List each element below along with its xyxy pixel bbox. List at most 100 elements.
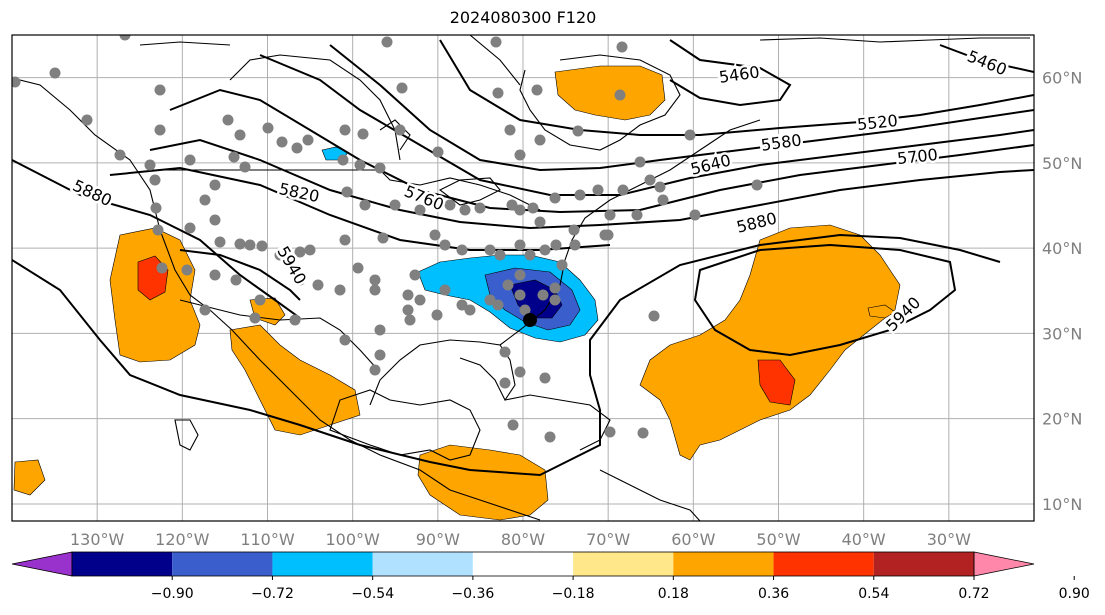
station-dot <box>244 239 256 251</box>
station-dot <box>81 114 93 126</box>
longitude-tick-label: 120°W <box>155 530 210 549</box>
station-dot <box>429 229 441 241</box>
station-dot <box>549 192 561 204</box>
latitude-tick-label: 40°N <box>1042 239 1082 258</box>
longitude-tick-label: 90°W <box>416 530 460 549</box>
station-dot <box>402 304 414 316</box>
station-dot <box>534 216 546 228</box>
station-dot <box>199 194 211 206</box>
station-dot <box>409 269 421 281</box>
storm-center-marker <box>523 313 537 327</box>
colorbar: −0.90 −0.72 −0.54 −0.36 −0.18 0.18 0.36 0.54 0.7… <box>11 551 1090 602</box>
orange-region-mexico <box>229 324 361 436</box>
station-dot <box>209 214 221 226</box>
station-dot <box>604 426 616 438</box>
latitude-labels: 60°N 50°N 40°N 30°N 20°N 10°N <box>1042 69 1082 514</box>
longitude-tick-label: 80°W <box>501 530 545 549</box>
station-dot <box>539 244 551 256</box>
map-frame <box>11 34 1035 522</box>
station-dot <box>374 349 386 361</box>
station-dot <box>352 262 364 274</box>
colorbar-tick-label: −0.54 <box>351 586 394 602</box>
station-dot <box>544 431 556 443</box>
latitude-tick-label: 30°N <box>1042 324 1082 343</box>
station-dot <box>494 249 506 261</box>
station-dot <box>149 174 161 186</box>
station-dot <box>404 314 416 326</box>
contour-5760 <box>149 138 1034 230</box>
station-dot <box>154 84 166 96</box>
station-dot <box>484 244 496 256</box>
station-dot <box>514 289 526 301</box>
longitude-tick-label: 50°W <box>756 530 800 549</box>
station-dot <box>439 284 451 296</box>
station-dot <box>634 156 646 168</box>
station-dot <box>534 134 546 146</box>
station-dot <box>519 304 531 316</box>
orange-region-atlantic <box>639 224 901 461</box>
station-dot <box>156 262 168 274</box>
station-dot <box>556 259 568 271</box>
colorbar-tick-label: −0.36 <box>451 586 494 602</box>
station-dot <box>262 122 274 134</box>
contour-5640 <box>259 54 1034 196</box>
station-dot <box>357 128 369 140</box>
station-dot <box>228 151 240 163</box>
colorbar-segment <box>472 552 574 576</box>
contour-5880 <box>12 159 301 319</box>
colorbar-segment <box>72 552 173 576</box>
orange-region-central-america <box>417 444 549 521</box>
station-dot <box>492 87 504 99</box>
station-dot <box>274 249 286 261</box>
map-title: 2024080300 F120 <box>449 8 597 27</box>
height-contours <box>12 39 1034 477</box>
station-dot <box>474 202 486 214</box>
colorbar-tick-label: −0.90 <box>151 586 194 602</box>
station-dot <box>394 124 406 136</box>
station-dot <box>527 202 539 214</box>
station-dot <box>152 224 164 236</box>
colorbar-tick-label: 0.90 <box>1059 586 1090 602</box>
longitude-tick-label: 40°W <box>842 530 886 549</box>
station-dot <box>484 294 496 306</box>
station-dot <box>276 136 288 148</box>
station-dot <box>396 82 408 94</box>
station-dot <box>199 304 211 316</box>
orange-region-caribbean-left <box>13 459 46 496</box>
station-dot <box>604 209 616 221</box>
station-dot <box>444 199 456 211</box>
station-dot <box>377 232 389 244</box>
station-dot <box>289 314 301 326</box>
station-dot <box>150 202 162 214</box>
station-dot <box>339 334 351 346</box>
station-dot <box>374 162 386 174</box>
station-dot <box>254 294 266 306</box>
station-dot <box>119 35 131 41</box>
station-dot <box>154 124 166 136</box>
station-dot <box>234 129 246 141</box>
station-dot <box>550 239 562 251</box>
contour-5880-east <box>12 233 1001 477</box>
station-dot <box>631 209 643 221</box>
station-dot <box>181 264 193 276</box>
station-dot <box>531 84 543 96</box>
contour-5460-east <box>669 39 792 107</box>
station-dot <box>549 282 561 294</box>
station-markers <box>12 35 763 443</box>
station-dot <box>592 184 604 196</box>
positive-anomaly-regions <box>13 65 901 521</box>
station-dot <box>374 324 386 336</box>
orange-region-labrador <box>554 65 666 121</box>
station-dot <box>439 239 451 251</box>
latitude-tick-label: 50°N <box>1042 154 1082 173</box>
station-dot <box>234 238 246 250</box>
station-dot <box>499 346 511 358</box>
station-dot <box>359 199 371 211</box>
station-dot <box>230 274 242 286</box>
contour-5580 <box>329 44 1034 172</box>
station-dot <box>389 199 401 211</box>
station-dot <box>456 244 468 256</box>
station-dot <box>249 312 261 324</box>
orange-region-small <box>867 304 896 319</box>
